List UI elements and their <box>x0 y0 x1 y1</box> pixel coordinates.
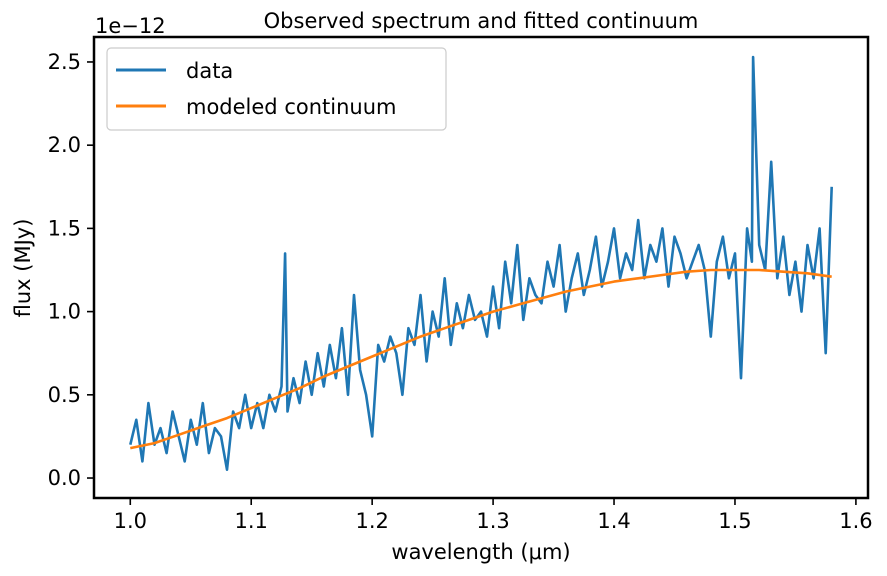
x-tick-label: 1.2 <box>355 509 388 533</box>
legend-label-data: data <box>186 59 233 83</box>
x-tick-label: 1.5 <box>718 509 751 533</box>
y-tick-label: 0.0 <box>48 466 81 490</box>
x-tick-label: 1.6 <box>839 509 872 533</box>
y-tick-label: 0.5 <box>48 383 81 407</box>
y-tick-label: 2.0 <box>48 133 81 157</box>
y-tick-label: 2.5 <box>48 50 81 74</box>
y-axis: 0.0 0.5 1.0 1.5 2.0 2.5 <box>48 50 94 490</box>
series-line-data <box>129 55 833 472</box>
x-tick-label: 1.3 <box>476 509 509 533</box>
x-axis-label: wavelength (μm) <box>391 540 570 564</box>
x-axis: 1.0 1.1 1.2 1.3 1.4 1.5 1.6 <box>114 498 873 533</box>
legend-label-continuum: modeled continuum <box>186 95 396 119</box>
x-tick-label: 1.4 <box>597 509 630 533</box>
y-offset-text: 1e−12 <box>95 14 166 38</box>
chart-title: Observed spectrum and fitted continuum <box>264 9 699 33</box>
y-tick-label: 1.5 <box>48 216 81 240</box>
series-line-continuum <box>130 268 832 450</box>
axes-frame <box>92 35 870 500</box>
x-tick-label: 1.0 <box>114 509 147 533</box>
legend: data modeled continuum <box>106 47 447 131</box>
plot-area <box>129 55 833 472</box>
x-tick-label: 1.1 <box>235 509 268 533</box>
y-axis-label: flux (MJy) <box>11 219 35 318</box>
y-tick-label: 1.0 <box>48 300 81 324</box>
legend-box <box>106 47 447 131</box>
